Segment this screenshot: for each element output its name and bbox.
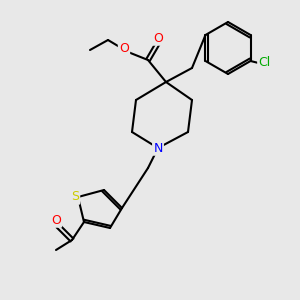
Text: N: N (153, 142, 163, 154)
Text: O: O (153, 32, 163, 44)
Text: S: S (71, 190, 79, 203)
Text: O: O (119, 43, 129, 56)
Text: Cl: Cl (258, 56, 271, 70)
Text: O: O (51, 214, 61, 226)
